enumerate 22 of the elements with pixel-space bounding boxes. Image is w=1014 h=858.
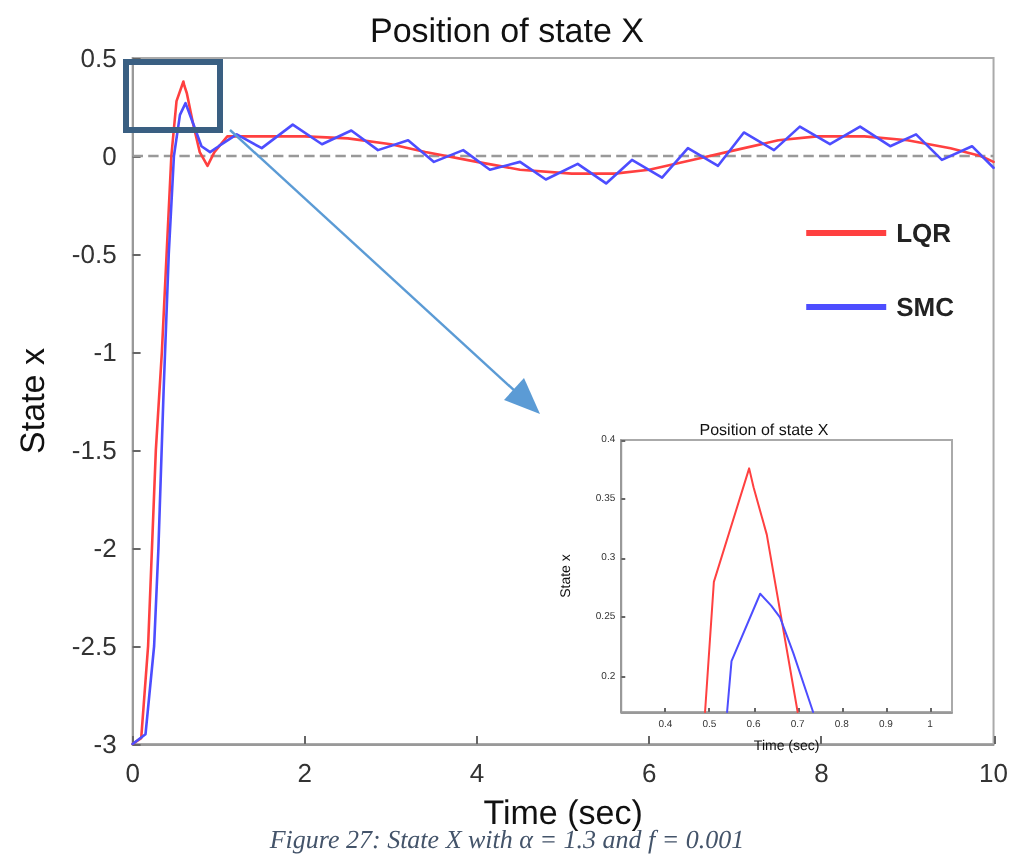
- x-tick-label: 8: [814, 758, 829, 788]
- line-series: [704, 467, 799, 713]
- legend-label: SMC: [896, 292, 956, 322]
- x-axis-title: Time (sec): [483, 794, 643, 832]
- y-tick-label: 0: [102, 141, 117, 171]
- y-tick-label: -3: [93, 729, 117, 759]
- x-tick-label: 10: [979, 758, 1009, 788]
- y-tick-label: 0.5: [80, 43, 117, 73]
- chart-title: Position of state X: [369, 12, 645, 50]
- x-tick-label: 6: [641, 758, 657, 788]
- y-tick-label: -1: [93, 337, 117, 367]
- line-series: [726, 592, 815, 713]
- y-axis-title: State x: [14, 347, 52, 454]
- legend-label: LQR: [896, 218, 953, 248]
- x-tick-label: 4: [469, 758, 485, 788]
- y-tick-label: -0.5: [71, 239, 117, 269]
- chart-title: Position of state X: [699, 421, 830, 439]
- x-tick-label: 2: [297, 758, 313, 788]
- y-tick-label: -1.5: [71, 435, 117, 465]
- x-tick-label: 0: [125, 758, 140, 788]
- y-tick-label: -2.5: [71, 631, 117, 661]
- y-tick-label: -2: [93, 533, 117, 563]
